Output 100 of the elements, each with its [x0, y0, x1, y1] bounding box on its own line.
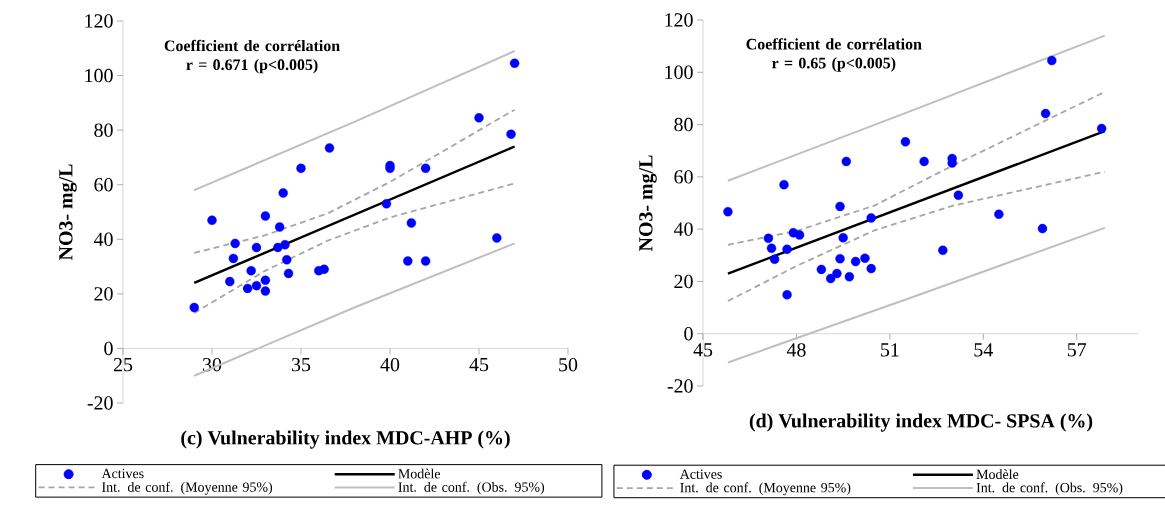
- point: [1047, 55, 1057, 66]
- point: [994, 209, 1004, 219]
- point: [1040, 108, 1051, 119]
- point: [506, 129, 516, 139]
- y-tick-label: -20: [87, 396, 113, 410]
- x-tick-label: 45: [693, 343, 713, 357]
- y-tick-label: -20: [667, 379, 693, 393]
- point: [509, 58, 520, 68]
- x-tick-label: 50: [559, 357, 578, 372]
- point: [324, 143, 335, 153]
- point: [860, 253, 870, 263]
- y-tick-label: 100: [85, 68, 113, 83]
- line-series: [727, 170, 1106, 302]
- point: [723, 206, 733, 217]
- point: [420, 256, 431, 266]
- x-tick-label: 54: [974, 343, 993, 357]
- point: [1096, 123, 1107, 134]
- point: [841, 156, 851, 167]
- point: [251, 242, 262, 253]
- legend-label: Modèle: [398, 468, 441, 479]
- point: [260, 286, 271, 296]
- y-tick-label: 20: [674, 274, 693, 289]
- y-tick-label: 80: [94, 123, 113, 137]
- point: [242, 283, 253, 294]
- y-tick-label: 40: [673, 222, 693, 236]
- legend-label: Int. de conf. (Obs. 95%): [398, 481, 545, 495]
- point: [835, 253, 845, 264]
- legend-label: Modèle: [976, 469, 1019, 480]
- point: [826, 273, 836, 284]
- y-tick-label: 20: [94, 287, 113, 301]
- point: [838, 233, 848, 243]
- y-tick-label: 0: [684, 326, 693, 341]
- point: [866, 263, 876, 274]
- line-series: [193, 108, 516, 254]
- legend-label: Actives: [679, 469, 722, 479]
- point: [283, 268, 294, 279]
- y-axis-title: NO3- mg/L: [59, 164, 77, 261]
- point: [251, 280, 262, 291]
- legend-label: Int. de conf. (Obs. 95%): [976, 482, 1123, 496]
- point: [319, 264, 329, 274]
- x-axis-title: (c) Vulnerability index MDC-AHP (%): [181, 430, 510, 449]
- point: [260, 211, 271, 221]
- point: [280, 240, 290, 250]
- point: [866, 213, 876, 223]
- point: [207, 215, 217, 225]
- y-tick-label: 80: [674, 117, 693, 132]
- x-tick-label: 57: [1067, 343, 1087, 357]
- point: [779, 180, 789, 190]
- annotation: Coefficient de corrélation r = 0.671 (p<0.005): [164, 39, 340, 74]
- y-tick-label: 60: [94, 177, 113, 192]
- y-tick-label: 100: [665, 65, 693, 79]
- point: [274, 222, 285, 232]
- y-tick-label: 40: [93, 232, 113, 246]
- point: [381, 199, 392, 209]
- point: [228, 253, 239, 264]
- annotation: Coefficient de corrélation r = 0.65 (p<0.005): [746, 38, 922, 72]
- point: [403, 256, 413, 266]
- point: [763, 233, 774, 243]
- x-tick-label: 40: [380, 357, 400, 372]
- point: [246, 265, 256, 276]
- x-tick-label: 35: [291, 357, 311, 372]
- point: [816, 264, 827, 275]
- point: [296, 163, 306, 174]
- legend-label: Actives: [101, 468, 144, 479]
- point: [282, 255, 292, 265]
- point: [1037, 223, 1048, 234]
- y-tick-label: 120: [85, 14, 113, 28]
- point: [406, 218, 417, 228]
- point: [766, 243, 777, 253]
- x-axis-title: (d) Vulnerability index MDC- SPSA (%): [749, 413, 1093, 432]
- point: [794, 230, 805, 240]
- point: [474, 113, 484, 123]
- y-tick-label: 0: [104, 341, 113, 356]
- point: [273, 242, 283, 253]
- legend-label: Int. de conf. (Moyenne 95%): [680, 482, 851, 496]
- point: [420, 163, 431, 174]
- point: [769, 254, 780, 264]
- point: [835, 201, 845, 212]
- point: [850, 256, 861, 267]
- y-axis-title: NO3- mg/L: [639, 155, 657, 252]
- y-tick-label: 120: [665, 13, 693, 27]
- point: [230, 238, 240, 249]
- point: [782, 244, 792, 254]
- y-tick-label: 60: [674, 170, 693, 184]
- point: [832, 268, 842, 279]
- point: [225, 276, 235, 287]
- point: [919, 156, 929, 167]
- legend-label: Int. de conf. (Moyenne 95%): [102, 481, 273, 495]
- x-tick-label: 51: [881, 343, 899, 357]
- point: [189, 302, 199, 313]
- point: [953, 190, 964, 200]
- point: [900, 137, 911, 147]
- point: [938, 245, 948, 256]
- point: [278, 188, 288, 198]
- x-tick-label: 25: [113, 357, 133, 372]
- x-tick-label: 45: [469, 357, 489, 372]
- point: [782, 290, 792, 300]
- point: [492, 233, 502, 243]
- point: [260, 275, 271, 285]
- point: [844, 272, 855, 282]
